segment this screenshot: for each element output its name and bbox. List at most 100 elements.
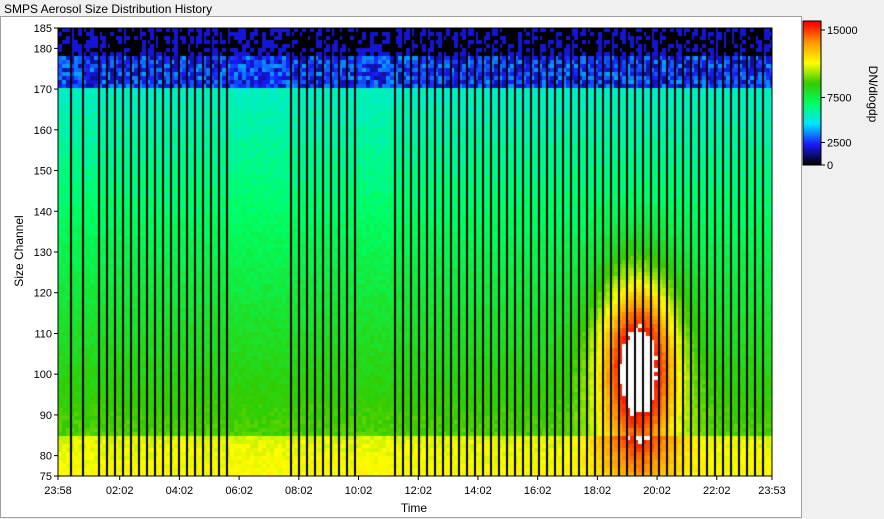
colorbar-segment bbox=[803, 97, 821, 100]
colorbar-segment bbox=[803, 77, 821, 80]
colorbar-segment bbox=[803, 105, 821, 108]
colorbar-segment bbox=[803, 69, 821, 72]
colorbar-segment bbox=[803, 125, 821, 128]
colorbar-segment bbox=[803, 123, 821, 126]
x-tick-label: 04:02 bbox=[166, 485, 194, 497]
x-tick-label: 23:53 bbox=[758, 485, 786, 497]
colorbar-segment bbox=[803, 107, 821, 110]
colorbar-segment bbox=[803, 159, 821, 162]
colorbar-segment bbox=[803, 93, 821, 96]
x-tick-label: 10:02 bbox=[345, 485, 373, 497]
colorbar-segment bbox=[803, 39, 821, 42]
colorbar-segment bbox=[803, 59, 821, 62]
colorbar-segment bbox=[803, 41, 821, 44]
colorbar-segment bbox=[803, 25, 821, 28]
colorbar-segment bbox=[803, 89, 821, 92]
heatmap-image bbox=[58, 28, 772, 476]
x-tick-label: 14:02 bbox=[464, 485, 492, 497]
y-tick-label: 150 bbox=[34, 166, 52, 178]
colorbar-segment bbox=[803, 91, 821, 94]
colorbar-segment bbox=[803, 145, 821, 148]
colorbar-title: DN/dlogdp bbox=[866, 66, 880, 123]
y-axis: 75 80 90 100 110 120 130 140 150 160 170 180 185 bbox=[34, 23, 58, 483]
y-tick-label: 100 bbox=[34, 369, 52, 381]
colorbar-segment bbox=[803, 151, 821, 154]
colorbar-segment bbox=[803, 153, 821, 156]
colorbar-segment bbox=[803, 79, 821, 82]
x-axis-title: Time bbox=[401, 501, 428, 515]
x-tick-label: 16:02 bbox=[524, 485, 552, 497]
colorbar-segment bbox=[803, 131, 821, 134]
colorbar-segment bbox=[803, 45, 821, 48]
y-tick-label: 160 bbox=[34, 125, 52, 137]
x-tick-label: 22:02 bbox=[703, 485, 731, 497]
y-tick-label: 185 bbox=[34, 23, 52, 35]
colorbar-segment bbox=[803, 53, 821, 56]
colorbar-segment bbox=[803, 71, 821, 74]
colorbar-segment bbox=[803, 47, 821, 50]
colorbar-segment bbox=[803, 141, 821, 144]
colorbar-segment bbox=[803, 55, 821, 58]
colorbar-segment bbox=[803, 137, 821, 140]
colorbar-segment bbox=[803, 113, 821, 116]
colorbar-segment bbox=[803, 83, 821, 86]
y-tick-label: 75 bbox=[40, 471, 52, 483]
colorbar-tick-label: 15000 bbox=[827, 25, 858, 37]
colorbar-tick-label: 0 bbox=[827, 160, 833, 172]
colorbar: 0 2500 7500 15000 bbox=[802, 20, 858, 172]
colorbar-segment bbox=[803, 61, 821, 64]
colorbar-segment bbox=[803, 133, 821, 136]
colorbar-segment bbox=[803, 99, 821, 102]
colorbar-segment bbox=[803, 157, 821, 160]
y-tick-label: 140 bbox=[34, 206, 52, 218]
colorbar-segment bbox=[803, 29, 821, 32]
colorbar-segment bbox=[803, 163, 821, 166]
x-tick-label: 18:02 bbox=[584, 485, 612, 497]
y-tick-label: 110 bbox=[34, 328, 52, 340]
colorbar-tick-label: 7500 bbox=[827, 93, 851, 105]
x-tick-label: 12:02 bbox=[404, 485, 432, 497]
colorbar-segment bbox=[803, 49, 821, 52]
colorbar-segment bbox=[803, 95, 821, 98]
colorbar-segment bbox=[803, 101, 821, 104]
x-tick-label: 06:02 bbox=[225, 485, 253, 497]
colorbar-segment bbox=[803, 85, 821, 88]
colorbar-segment bbox=[803, 37, 821, 40]
colorbar-segment bbox=[803, 155, 821, 158]
colorbar-segment bbox=[803, 139, 821, 142]
colorbar-segment bbox=[803, 81, 821, 84]
colorbar-segment bbox=[803, 35, 821, 38]
x-tick-label: 23:58 bbox=[44, 485, 72, 497]
x-tick-label: 02:02 bbox=[106, 485, 134, 497]
colorbar-tick-label: 2500 bbox=[827, 138, 851, 150]
colorbar-segment bbox=[803, 23, 821, 26]
y-tick-label: 120 bbox=[34, 288, 52, 300]
colorbar-segment bbox=[803, 135, 821, 138]
y-tick-label: 80 bbox=[40, 451, 52, 463]
plot-area bbox=[57, 27, 773, 477]
colorbar-segment bbox=[803, 75, 821, 78]
colorbar-segment bbox=[803, 117, 821, 120]
colorbar-segment bbox=[803, 87, 821, 90]
colorbar-segment bbox=[803, 109, 821, 112]
colorbar-segment bbox=[803, 27, 821, 30]
y-tick-label: 170 bbox=[34, 84, 52, 96]
colorbar-segment bbox=[803, 161, 821, 164]
y-tick-label: 130 bbox=[34, 247, 52, 259]
colorbar-segment bbox=[803, 115, 821, 118]
colorbar-segment bbox=[803, 129, 821, 132]
colorbar-segment bbox=[803, 147, 821, 150]
colorbar-segment bbox=[803, 33, 821, 36]
colorbar-segment bbox=[803, 31, 821, 34]
y-tick-label: 180 bbox=[34, 43, 52, 55]
colorbar-segment bbox=[803, 21, 821, 24]
colorbar-segment bbox=[803, 119, 821, 122]
colorbar-segment bbox=[803, 73, 821, 76]
colorbar-segment bbox=[803, 127, 821, 130]
colorbar-segment bbox=[803, 51, 821, 54]
colorbar-segment bbox=[803, 43, 821, 46]
colorbar-segment bbox=[803, 63, 821, 66]
y-axis-title: Size Channel bbox=[12, 215, 26, 286]
y-tick-label: 90 bbox=[40, 410, 52, 422]
